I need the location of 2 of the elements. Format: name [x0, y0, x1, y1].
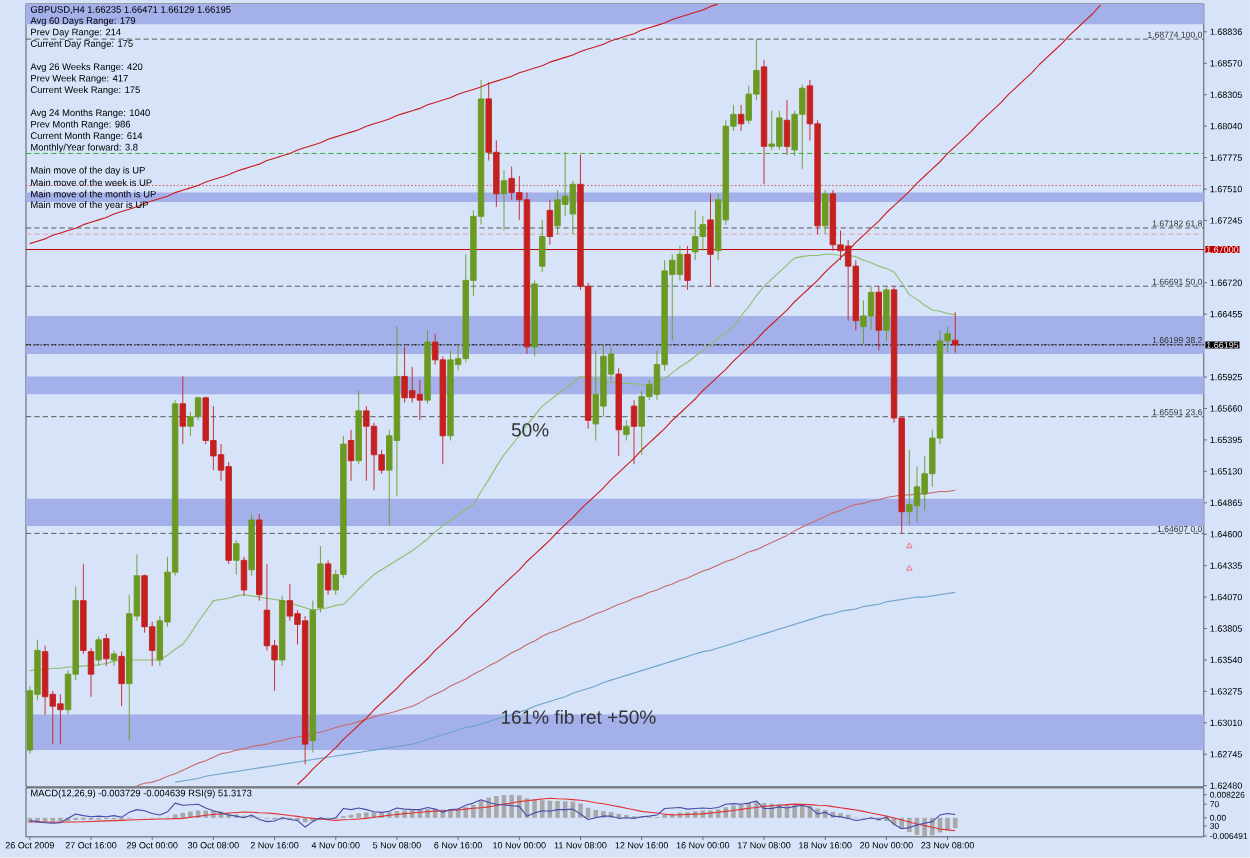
annotation: 161% fib ret +50%	[501, 709, 656, 724]
annotation: 50%	[511, 423, 549, 437]
